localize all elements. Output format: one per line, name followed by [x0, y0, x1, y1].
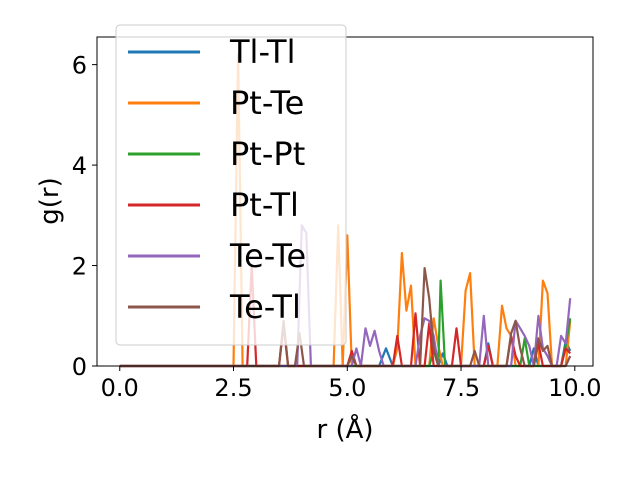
- x-tick-label: 10.0: [548, 374, 601, 402]
- legend-label-pt-tl: Pt-Tl: [230, 186, 299, 224]
- x-tick-label: 2.5: [214, 374, 252, 402]
- x-tick-label: 5.0: [328, 374, 366, 402]
- legend-frame: [115, 24, 347, 346]
- legend: Tl-Tl Pt-Te Pt-Pt Pt-Tl Te-Te Te-Tl: [115, 24, 347, 346]
- legend-label-te-te: Te-Te: [229, 237, 306, 275]
- y-tick-label: 2: [72, 253, 87, 281]
- y-tick-label: 0: [72, 353, 87, 381]
- y-axis-label: g(r): [35, 177, 65, 224]
- x-axis: 0.0 2.5 5.0 7.5 10.0: [101, 366, 602, 402]
- y-tick-label: 4: [72, 152, 87, 180]
- y-axis: 0 2 4 6: [72, 52, 97, 381]
- y-tick-label: 6: [72, 52, 87, 80]
- x-tick-label: 7.5: [442, 374, 480, 402]
- x-axis-label: r (Å): [316, 413, 373, 445]
- legend-entries: Tl-Tl Pt-Te Pt-Pt Pt-Tl Te-Te Te-Tl: [128, 33, 306, 326]
- legend-label-pt-pt: Pt-Pt: [230, 135, 305, 173]
- legend-label-te-tl: Te-Tl: [229, 288, 301, 326]
- legend-label-pt-te: Pt-Te: [230, 84, 304, 122]
- legend-label-tl-tl: Tl-Tl: [229, 33, 295, 71]
- x-tick-label: 0.0: [101, 374, 139, 402]
